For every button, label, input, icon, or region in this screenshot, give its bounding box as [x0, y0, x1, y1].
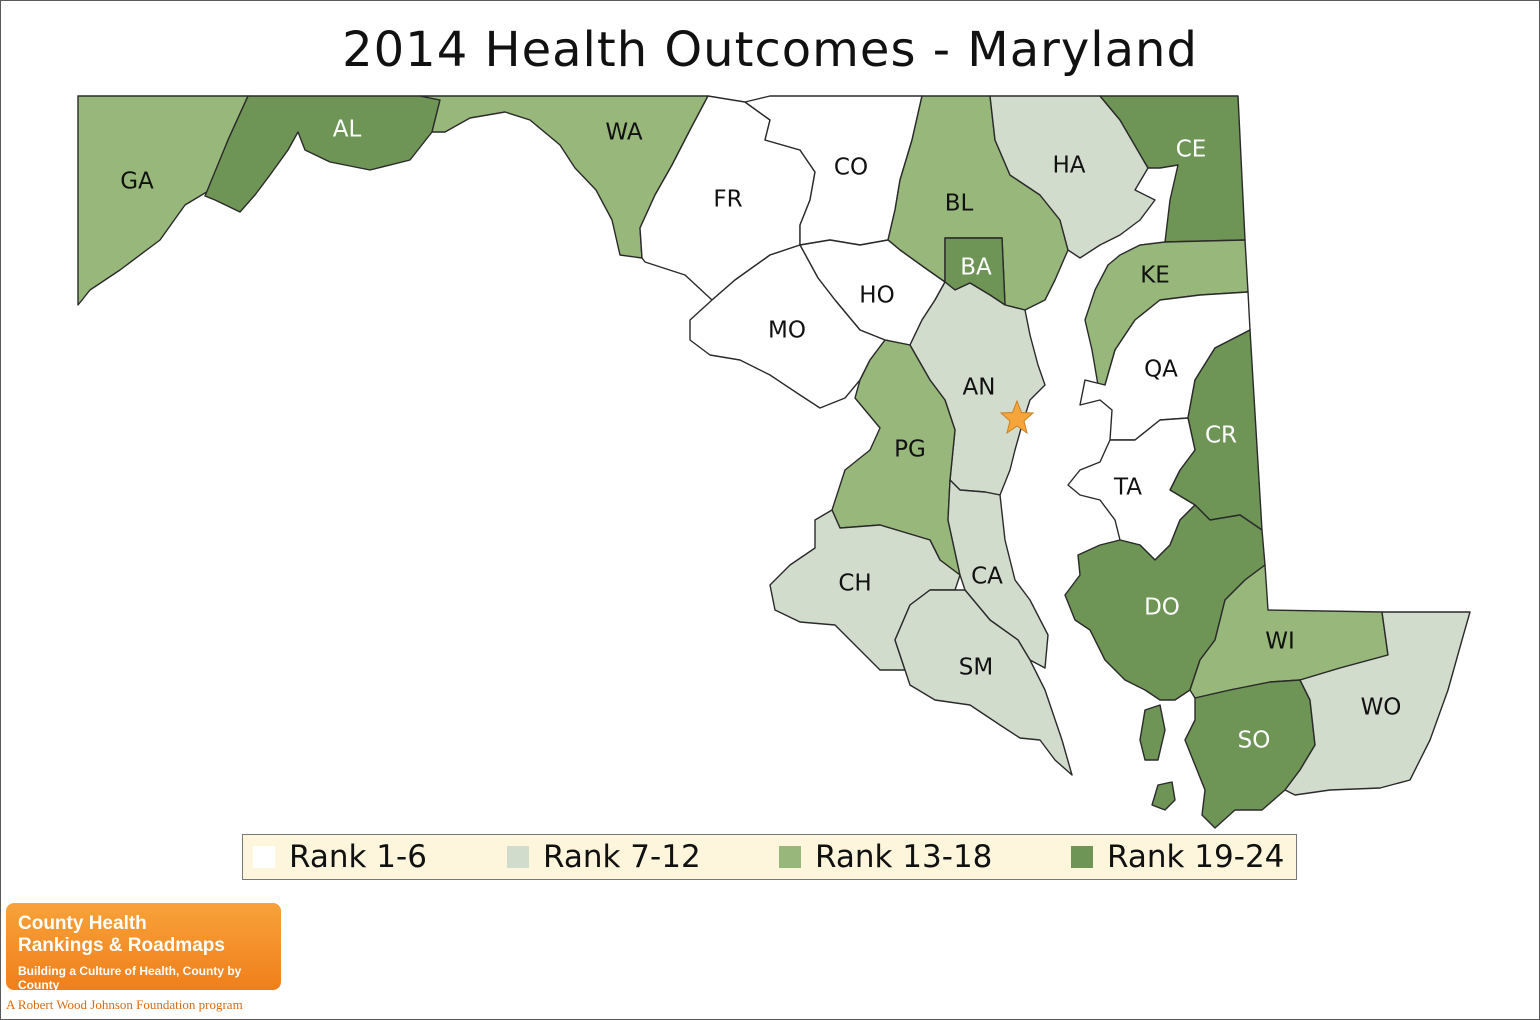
county-label-DO: DO [1144, 595, 1180, 621]
county-label-BL: BL [945, 191, 974, 217]
capital-star-icon [999, 399, 1035, 435]
county-label-WO: WO [1361, 695, 1402, 721]
county-CE[interactable] [1099, 95, 1246, 243]
county-label-CA: CA [971, 564, 1003, 590]
county-label-MO: MO [768, 318, 806, 344]
county-label-SO: SO [1238, 728, 1271, 754]
county-label-CH: CH [838, 571, 871, 597]
legend-swatch-3 [779, 846, 801, 868]
legend-label-2: Rank 7-12 [543, 839, 701, 875]
county-label-AN: AN [963, 375, 996, 401]
legend-swatch-4 [1071, 846, 1093, 868]
county-label-CO: CO [834, 155, 868, 181]
legend-swatch-2 [507, 846, 529, 868]
county-label-WA: WA [605, 120, 642, 146]
county-label-CE: CE [1176, 137, 1207, 163]
map-title: 2014 Health Outcomes - Maryland [342, 22, 1198, 78]
county-label-PG: PG [894, 437, 926, 463]
county-label-CR: CR [1205, 423, 1237, 449]
legend-item-rank-7-12: Rank 7-12 [507, 835, 701, 879]
county-label-SM: SM [959, 655, 993, 681]
legend-label-4: Rank 19-24 [1107, 839, 1285, 875]
county-label-AL: AL [333, 117, 362, 143]
legend-item-rank-1-6: Rank 1-6 [253, 835, 427, 879]
county-label-GA: GA [120, 169, 154, 195]
logo-tagline: Building a Culture of Health, County by … [18, 964, 242, 992]
legend-label-1: Rank 1-6 [289, 839, 427, 875]
legend-item-rank-13-18: Rank 13-18 [779, 835, 992, 879]
county-CA[interactable] [947, 479, 1049, 669]
county-label-HA: HA [1052, 153, 1085, 179]
legend: Rank 1-6 Rank 7-12 Rank 13-18 Rank 19-24 [242, 834, 1297, 880]
county-TA[interactable] [1067, 417, 1196, 561]
legend-item-rank-19-24: Rank 19-24 [1071, 835, 1284, 879]
county-label-KE: KE [1140, 263, 1170, 289]
county-SM[interactable] [894, 589, 1073, 776]
county-health-rankings-logo: County Health Rankings & Roadmaps Buildi… [6, 903, 281, 992]
legend-swatch-1 [253, 846, 275, 868]
island-smith [1139, 704, 1166, 761]
logo-line-2: Rankings & Roadmaps [18, 935, 225, 956]
legend-label-3: Rank 13-18 [815, 839, 993, 875]
county-label-HO: HO [859, 283, 894, 309]
county-label-QA: QA [1144, 357, 1178, 383]
county-label-WI: WI [1265, 629, 1295, 655]
island-south [1151, 781, 1176, 811]
county-label-FR: FR [713, 187, 742, 213]
county-WO[interactable] [1284, 611, 1471, 796]
county-label-TA: TA [1113, 475, 1142, 501]
county-label-BA: BA [960, 255, 992, 281]
county-AL[interactable] [204, 95, 441, 213]
foundation-credit: A Robert Wood Johnson Foundation program [6, 997, 243, 1012]
county-SO[interactable] [1184, 679, 1316, 829]
logo-line-1: County Health [18, 913, 147, 934]
